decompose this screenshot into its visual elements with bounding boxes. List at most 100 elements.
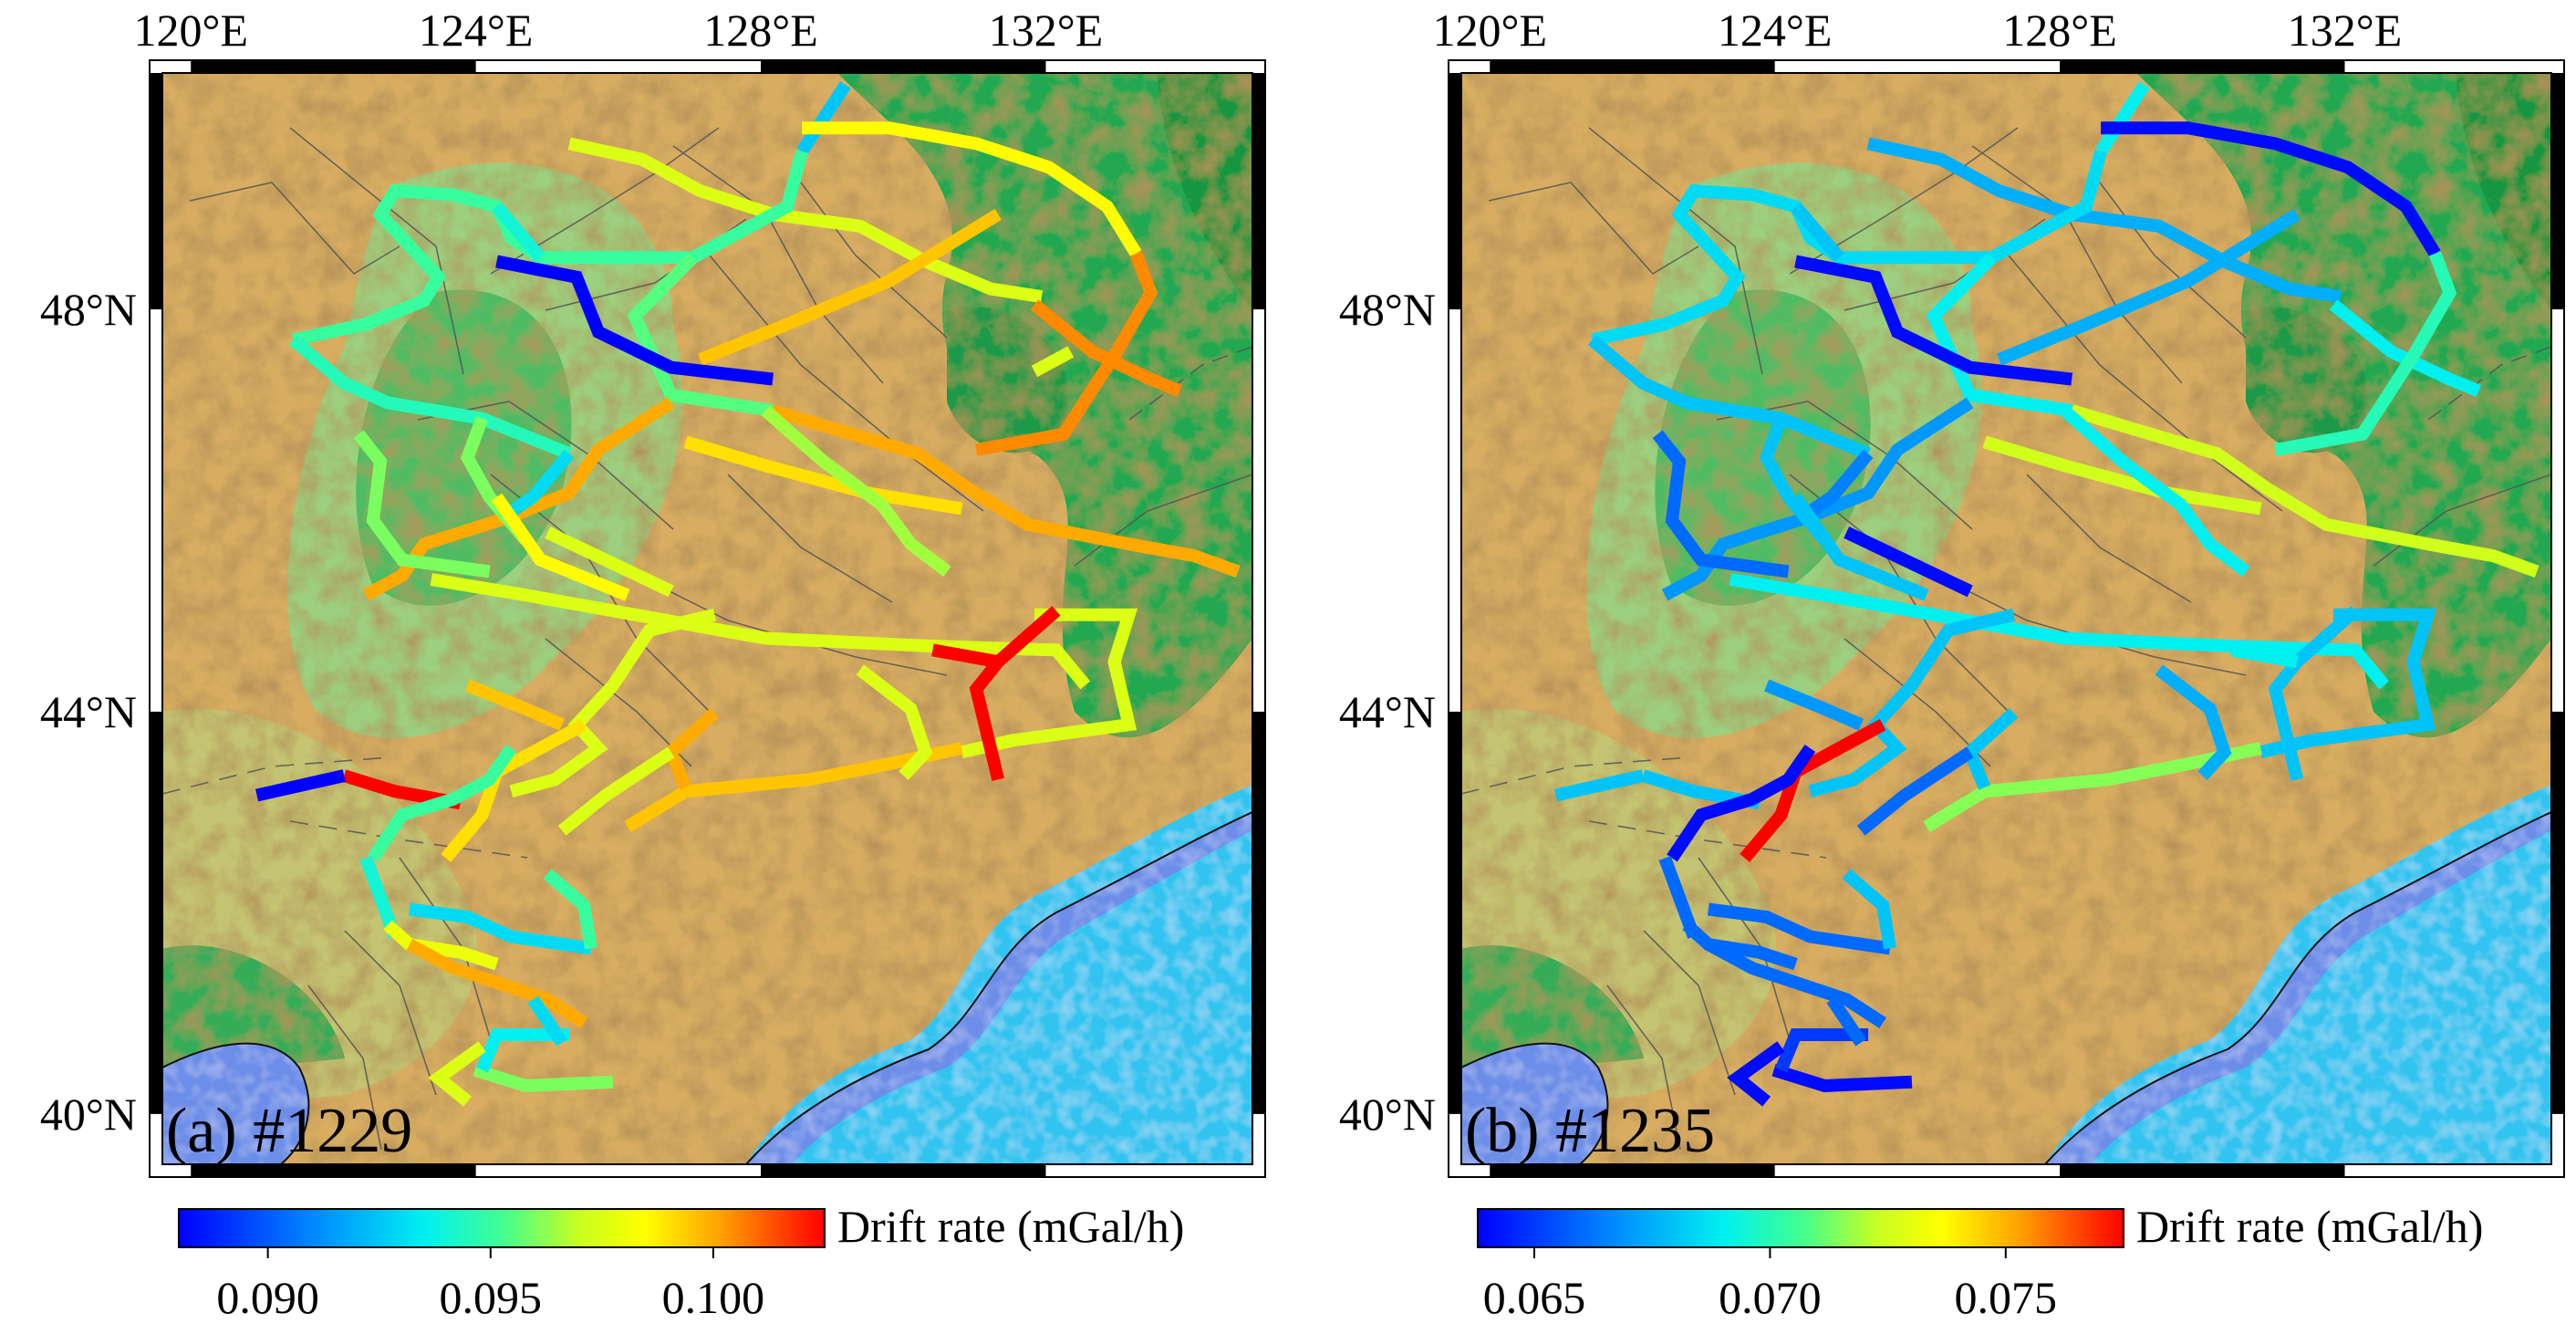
colorbar-ramp xyxy=(178,1208,826,1248)
survey-line-4 xyxy=(291,150,808,347)
survey-line-9 xyxy=(1794,255,2073,386)
survey-line-43 xyxy=(1727,1041,1785,1107)
lat-tick-label: 40°N xyxy=(40,1089,137,1140)
survey-line-11 xyxy=(492,202,545,262)
survey-line-35 xyxy=(557,746,675,836)
lon-tick-label: 120°E xyxy=(1432,5,1547,56)
survey-line-12 xyxy=(1587,335,1871,460)
survey-line-17 xyxy=(2070,404,2540,578)
survey-line-15 xyxy=(1799,449,1874,522)
survey-line-38 xyxy=(1682,920,1798,971)
survey-line-3 xyxy=(1866,137,2342,304)
map-frame xyxy=(149,59,1266,1178)
survey-line-37 xyxy=(1842,869,1896,950)
survey-line-19 xyxy=(1844,526,1973,598)
panel-label: (b) #1235 xyxy=(1465,1096,1715,1166)
survey-line-34 xyxy=(1856,746,1974,836)
survey-line-14 xyxy=(353,430,491,578)
survey-line-22 xyxy=(2259,608,2437,759)
survey-line-44 xyxy=(428,1041,486,1107)
colorbar-ramp xyxy=(1477,1208,2124,1248)
survey-line-26 xyxy=(2155,664,2232,780)
survey-line-18 xyxy=(771,404,1241,578)
colorbar-tick-label: 0.100 xyxy=(662,1272,765,1323)
survey-line-38 xyxy=(543,869,597,950)
lat-tick-label: 48°N xyxy=(40,284,137,335)
survey-line-41 xyxy=(1775,1028,1869,1073)
colorbar-title: Drift rate (mGal/h) xyxy=(837,1201,1184,1252)
survey-line-6 xyxy=(975,251,1158,456)
survey-line-40 xyxy=(406,938,587,1028)
survey-line-42 xyxy=(1826,995,1867,1047)
survey-line-2 xyxy=(802,121,1142,257)
survey-line-36 xyxy=(1707,902,1892,955)
survey-line-1 xyxy=(796,81,851,155)
survey-line-21 xyxy=(1729,573,2390,690)
survey-line-8 xyxy=(697,208,1002,366)
lon-tick-label: 124°E xyxy=(1718,5,1833,56)
panel-label: (a) #1229 xyxy=(166,1096,412,1166)
survey-line-20 xyxy=(2060,405,2250,577)
lon-tick-label: 132°E xyxy=(2288,5,2403,56)
survey-line-43 xyxy=(527,995,568,1047)
survey-line-16 xyxy=(1790,493,1929,601)
map-frame xyxy=(1448,59,2565,1178)
survey-line-2 xyxy=(2101,121,2441,257)
lon-tick-label: 128°E xyxy=(2002,5,2117,56)
lon-tick-label: 132°E xyxy=(989,5,1104,56)
survey-line-7 xyxy=(1996,208,2301,366)
survey-line-29 xyxy=(464,679,565,731)
lat-tick-label: 40°N xyxy=(1339,1089,1436,1140)
survey-line-30 xyxy=(1740,719,1886,862)
survey-lines xyxy=(255,81,1241,1107)
survey-line-6 xyxy=(2274,251,2457,456)
survey-line-37 xyxy=(408,902,593,955)
survey-line-40 xyxy=(1771,1064,1913,1093)
survey-line-39 xyxy=(383,920,499,971)
survey-line-32 xyxy=(1554,769,1645,802)
lat-tick-label: 44°N xyxy=(1339,686,1436,737)
survey-line-7 xyxy=(1031,346,1075,378)
survey-line-24 xyxy=(969,606,1061,782)
lon-tick-label: 128°E xyxy=(703,5,818,56)
lon-tick-label: 124°E xyxy=(419,5,534,56)
survey-line-21 xyxy=(761,405,951,577)
colorbar-tick-label: 0.095 xyxy=(440,1272,543,1323)
survey-line-1 xyxy=(2095,81,2150,155)
colorbar: Drift rate (mGal/h) 0.090 0.095 0.100 xyxy=(178,1201,1184,1323)
survey-line-20 xyxy=(545,526,674,598)
colorbar-tick-label: 0.065 xyxy=(1483,1272,1586,1323)
panel-a: 120°E 124°E 128°E 132°E 48°N 44°N 40°N (a) #122… xyxy=(40,5,1266,1323)
colorbar-title: Drift rate (mGal/h) xyxy=(2136,1201,2483,1252)
colorbar: Drift rate (mGal/h) 0.065 0.070 0.075 xyxy=(1477,1201,2483,1323)
survey-line-10 xyxy=(1791,202,1844,262)
lon-tick-label: 120°E xyxy=(133,5,248,56)
colorbar-tick-label: 0.075 xyxy=(1955,1272,2058,1323)
colorbar-tick-label: 0.090 xyxy=(216,1272,319,1323)
survey-line-13 xyxy=(1652,430,1790,578)
survey-lines xyxy=(1554,81,2540,1107)
lat-tick-label: 48°N xyxy=(1339,284,1436,335)
survey-line-23 xyxy=(2268,606,2360,782)
survey-line-24 xyxy=(2230,643,2299,669)
colorbar-tick-label: 0.070 xyxy=(1719,1272,1822,1323)
panel-b: 120°E 124°E 128°E 132°E 48°N 44°N 40°N (b) #123… xyxy=(1339,5,2565,1323)
survey-line-16 xyxy=(500,449,575,522)
survey-line-23 xyxy=(960,608,1138,759)
survey-line-33 xyxy=(255,769,346,802)
survey-line-22 xyxy=(430,573,1091,690)
survey-line-42 xyxy=(476,1028,570,1073)
survey-line-13 xyxy=(288,335,572,460)
survey-line-19 xyxy=(683,435,963,516)
survey-line-31 xyxy=(441,719,587,862)
survey-line-18 xyxy=(1982,435,2262,516)
survey-line-10 xyxy=(495,255,774,386)
survey-line-41 xyxy=(473,1064,614,1093)
survey-line-5 xyxy=(1030,299,1182,397)
survey-line-25 xyxy=(931,643,1000,669)
survey-line-5 xyxy=(2329,299,2481,397)
survey-line-4 xyxy=(1590,150,2107,347)
survey-line-39 xyxy=(1705,938,1886,1028)
survey-line-28 xyxy=(1763,679,1864,731)
